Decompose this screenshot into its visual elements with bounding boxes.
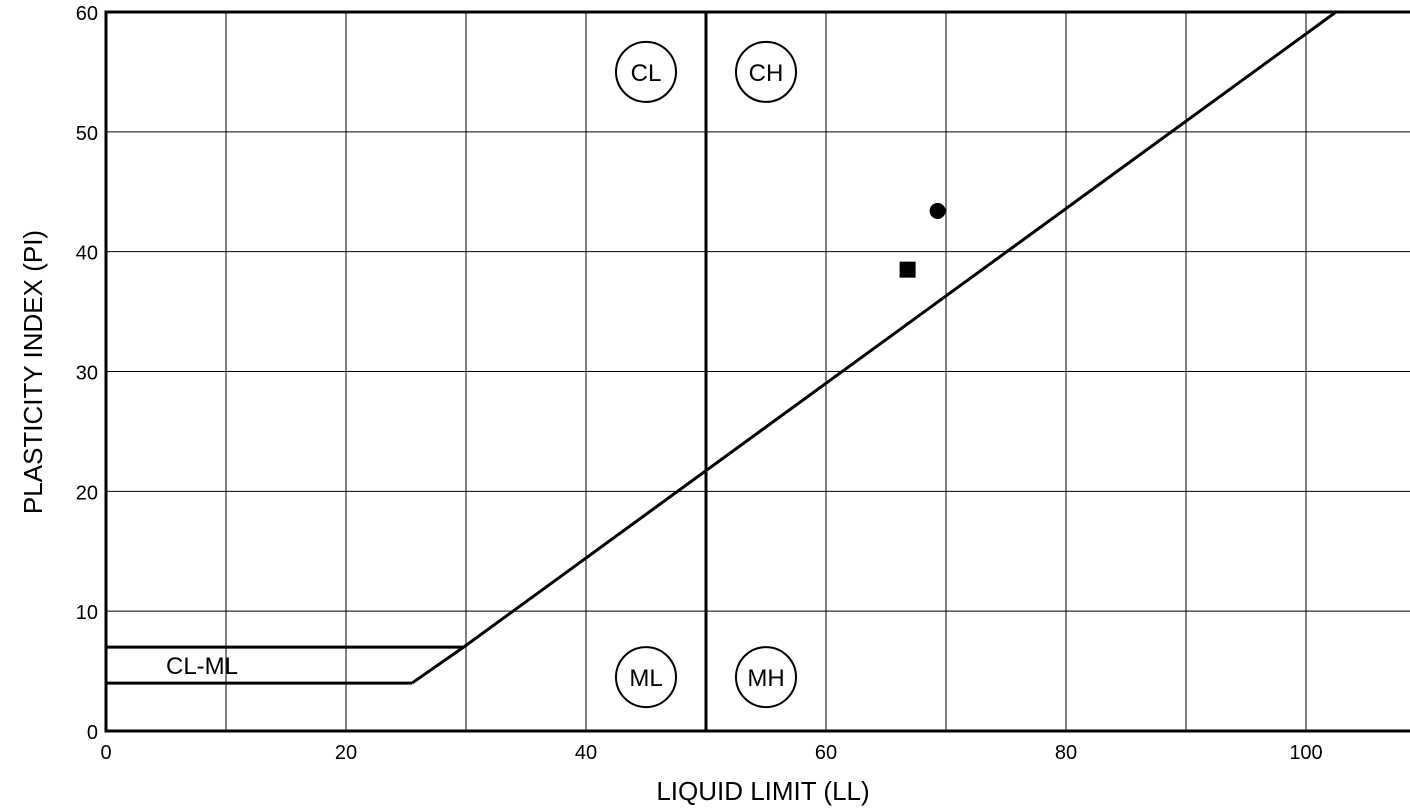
- tick-labels: 0 20 40 60 80 100 0 10 20 30 40 50 60: [76, 3, 1323, 764]
- x-tick-label: 100: [1289, 742, 1322, 764]
- x-tick-label: 40: [575, 742, 597, 764]
- y-tick-label: 30: [76, 363, 98, 385]
- zone-labels: CL CH ML MH CL-ML: [166, 40, 797, 709]
- zone-label-ml: ML: [629, 665, 662, 692]
- data-points: [899, 202, 946, 278]
- y-tick-label: 0: [87, 722, 98, 744]
- zone-label-cl-ml: CL-ML: [166, 653, 238, 680]
- a-line: [411, 10, 1337, 685]
- zone-label-mh: MH: [747, 665, 784, 692]
- x-tick-label: 60: [815, 742, 837, 764]
- zone-circle-mh: [735, 646, 797, 709]
- y-tick-label: 10: [76, 602, 98, 624]
- x-tick-label: 20: [335, 742, 357, 764]
- x-tick-label: 0: [100, 742, 111, 764]
- y-tick-label: 20: [76, 482, 98, 504]
- zone-circle-ml: [615, 646, 677, 709]
- reference-lines: [106, 10, 1337, 731]
- y-tick-label: 60: [76, 3, 98, 25]
- plot-frame: [104, 10, 1410, 733]
- zone-circle-ch: [735, 40, 797, 103]
- grid-lines: [106, 12, 1410, 731]
- y-axis-title: PLASTICITY INDEX (PI): [18, 230, 48, 514]
- x-axis-title: LIQUID LIMIT (LL): [656, 776, 869, 806]
- plot-border: [104, 10, 1410, 733]
- zone-label-ch: CH: [749, 60, 784, 87]
- data-point-square: [899, 261, 916, 278]
- x-tick-label: 80: [1055, 742, 1077, 764]
- data-point-circle: [929, 202, 946, 219]
- zone-circle-cl: [615, 40, 677, 103]
- y-tick-label: 50: [76, 123, 98, 145]
- y-tick-label: 40: [76, 243, 98, 265]
- zone-label-cl: CL: [631, 60, 662, 87]
